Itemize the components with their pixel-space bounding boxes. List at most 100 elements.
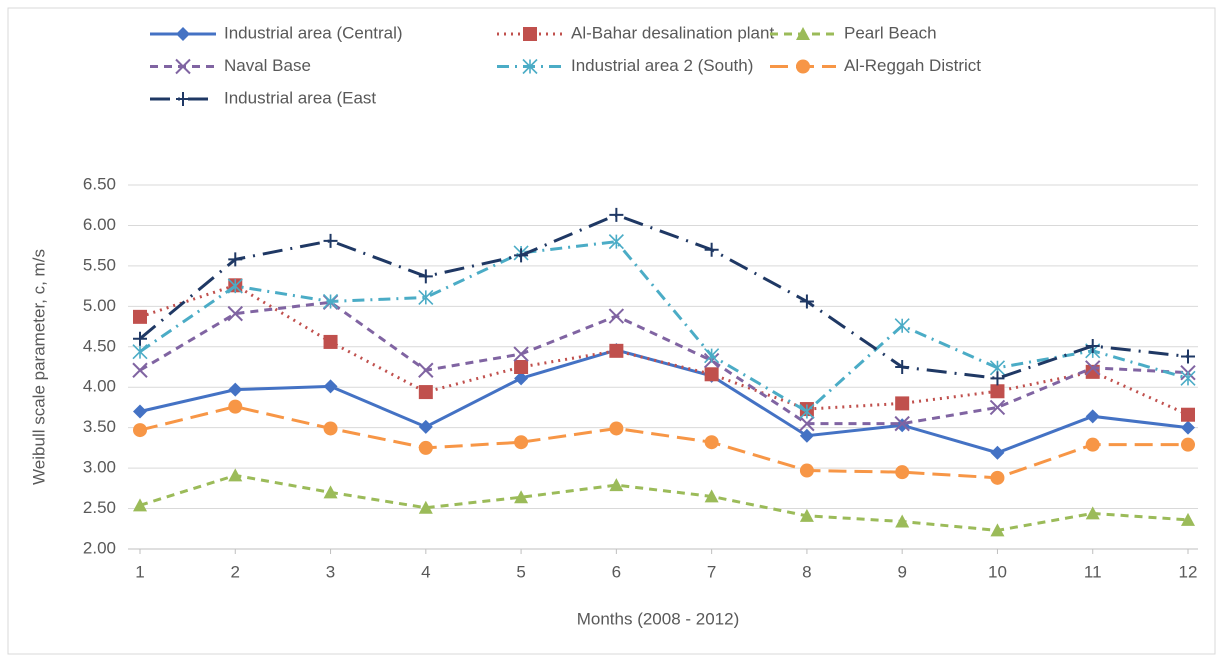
legend-item: Industrial area (Central) [150, 23, 403, 42]
x-tick-label: 4 [421, 562, 430, 581]
marker [704, 489, 719, 503]
series-line [139, 405, 1188, 480]
legend-item: Al-Reggah District [770, 56, 981, 75]
marker [418, 419, 433, 434]
marker [1181, 349, 1195, 364]
marker [322, 293, 339, 310]
marker [418, 269, 433, 284]
legend-marker [796, 27, 810, 40]
x-tick-label: 7 [707, 562, 716, 581]
marker [989, 399, 1006, 416]
legend-item: Al-Bahar desalination plant [497, 23, 774, 42]
marker [228, 252, 243, 267]
y-tick-label: 3.50 [83, 417, 116, 436]
marker [228, 468, 243, 482]
marker [799, 403, 815, 420]
marker [228, 399, 243, 414]
marker [323, 421, 338, 436]
marker [799, 428, 814, 443]
y-tick-label: 2.00 [83, 538, 116, 557]
marker [514, 371, 529, 386]
marker [133, 423, 147, 438]
marker [132, 362, 148, 378]
y-tick-label: 5.00 [83, 296, 116, 315]
legend-marker [176, 92, 190, 106]
marker [513, 346, 529, 362]
legend-label: Al-Bahar desalination plant [571, 23, 774, 42]
marker [895, 514, 910, 528]
marker [704, 367, 719, 382]
series-line [139, 300, 1189, 426]
marker [323, 334, 338, 349]
marker [514, 360, 529, 374]
marker [704, 242, 719, 257]
x-tick-label: 5 [516, 562, 525, 581]
marker [990, 470, 1005, 485]
marker [704, 348, 720, 364]
marker [895, 360, 910, 374]
x-tick-label: 8 [802, 562, 811, 581]
marker [227, 305, 243, 322]
marker [608, 234, 624, 250]
marker [418, 440, 433, 455]
marker [1181, 437, 1195, 452]
legend-item: Industrial area (East [150, 88, 376, 107]
marker [1180, 370, 1196, 386]
marker [704, 435, 719, 450]
marker [1181, 420, 1195, 435]
legend-label: Industrial area 2 (South) [571, 56, 753, 75]
marker [609, 343, 624, 358]
marker [1085, 360, 1101, 376]
marker [1085, 338, 1100, 353]
marker [323, 379, 338, 394]
marker [990, 384, 1005, 399]
marker [227, 278, 243, 294]
x-tick-label: 10 [988, 562, 1007, 581]
x-tick-label: 9 [897, 562, 906, 581]
legend-marker [523, 27, 537, 41]
marker [418, 362, 434, 378]
marker [895, 465, 910, 480]
legend-item: Industrial area 2 (South) [497, 56, 753, 75]
y-tick-label: 2.50 [83, 498, 116, 517]
y-tick-label: 4.00 [83, 377, 116, 396]
y-tick-label: 4.50 [83, 336, 116, 355]
series-line [139, 213, 1189, 380]
marker [609, 478, 624, 492]
marker [990, 523, 1005, 537]
marker [514, 490, 529, 504]
marker [799, 415, 815, 432]
marker [894, 318, 910, 334]
marker [514, 248, 529, 263]
y-tick-label: 3.00 [83, 458, 116, 477]
marker [418, 289, 434, 306]
legend-label: Industrial area (Central) [224, 23, 403, 42]
legend-item: Pearl Beach [770, 23, 937, 42]
chart-border [7, 7, 1216, 655]
series-line [139, 473, 1189, 532]
marker [895, 396, 910, 411]
y-axis-title: Weibull scale parameter, c, m/s [29, 249, 48, 485]
x-tick-label: 2 [231, 562, 240, 581]
marker [990, 371, 1005, 386]
legend-label: Industrial area (East [224, 88, 376, 107]
marker [1181, 407, 1195, 422]
y-tick-label: 5.50 [83, 255, 116, 274]
series-line [139, 348, 1189, 455]
marker [132, 344, 148, 360]
x-tick-label: 3 [326, 562, 335, 581]
legend-marker [175, 58, 191, 75]
marker [799, 463, 814, 478]
x-axis-title: Months (2008 - 2012) [577, 609, 740, 628]
marker [228, 382, 243, 397]
marker [323, 485, 338, 499]
marker [1181, 512, 1195, 526]
marker [514, 435, 529, 450]
marker [1085, 506, 1100, 520]
marker [1085, 437, 1100, 452]
x-tick-label: 6 [612, 562, 621, 581]
marker [133, 331, 147, 346]
marker [799, 508, 814, 522]
marker [133, 404, 147, 419]
